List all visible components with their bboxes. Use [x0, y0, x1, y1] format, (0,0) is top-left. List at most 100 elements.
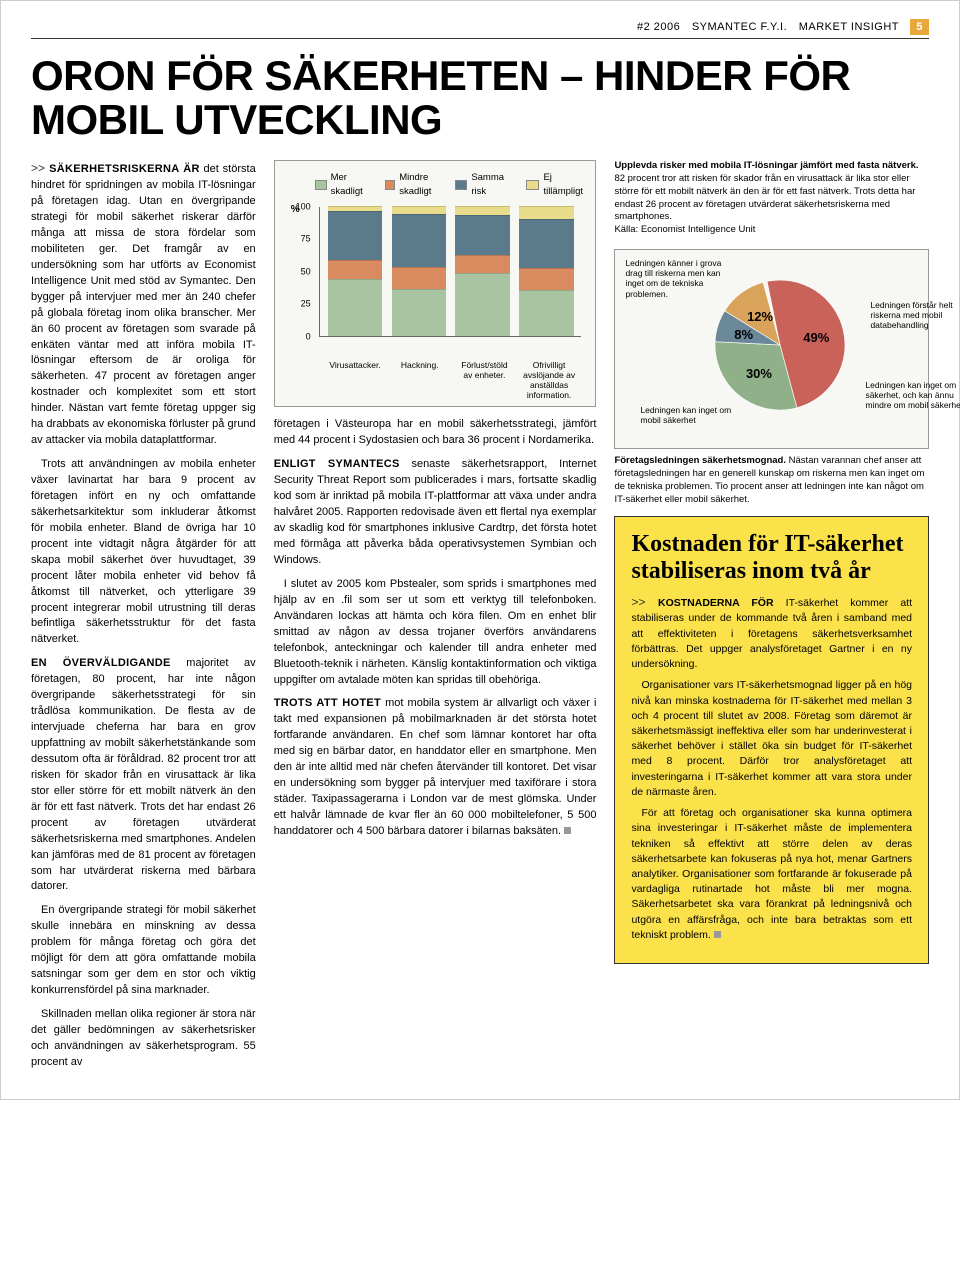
- bar-segment: [519, 290, 573, 336]
- col2-p4: TROTS ATT HOTET mot mobila system är all…: [274, 696, 597, 839]
- column-2: Mer skadligt Mindre skadligt Samma risk Ej …: [274, 160, 597, 1079]
- bar-plot: % 0255075100: [285, 207, 586, 357]
- col2-p2: ENLIGT SYMANTECS senaste säkerhetsrappor…: [274, 457, 597, 569]
- xtick-label: Förlust/stöld av enheter.: [457, 357, 512, 401]
- bar-caption-text: 82 procent tror att risken för skador fr…: [614, 173, 915, 235]
- bar-segment: [328, 260, 382, 278]
- legend-swatch: [315, 180, 327, 190]
- bar-stack: [392, 206, 446, 336]
- legend-item: Mer skadligt: [315, 171, 367, 199]
- bar-segment: [328, 211, 382, 260]
- pie-chart: 49% 30% 8%12% Ledningen känner i grova drag…: [614, 249, 929, 449]
- pie-percent: 30%: [746, 365, 772, 384]
- column-1: >> SÄKERHETSRISKERNA ÄR det största hind…: [31, 160, 256, 1079]
- legend-label: Ej tillämpligt: [543, 171, 585, 199]
- legend-label: Mer skadligt: [331, 171, 367, 199]
- end-square-icon: [564, 827, 571, 834]
- column-3: Upplevda risker med mobila IT-lösningar …: [614, 160, 929, 1079]
- lead-paragraph: >> SÄKERHETSRISKERNA ÄR det största hind…: [31, 160, 256, 449]
- yellow-p3-text: För att företag och organisationer ska k…: [631, 807, 912, 941]
- chevron-icon: >>: [31, 161, 49, 175]
- bar-segment: [519, 206, 573, 219]
- p2-caps: ENLIGT SYMANTECS: [274, 458, 400, 470]
- bar-segment: [392, 206, 446, 214]
- lead-caps: SÄKERHETSRISKERNA ÄR: [49, 163, 200, 175]
- bar-legend: Mer skadligt Mindre skadligt Samma risk Ej …: [285, 171, 586, 199]
- bar-stack: [455, 206, 509, 336]
- xtick-label: Ofrivilligt avslöjande av anställdas inf…: [522, 357, 577, 401]
- legend-label: Mindre skadligt: [399, 171, 437, 199]
- bar-segment: [392, 289, 446, 336]
- issue-tag: #2 2006: [637, 21, 680, 33]
- ytick: 25: [301, 298, 311, 311]
- legend-item: Ej tillämpligt: [526, 171, 586, 199]
- p2-body: senaste säkerhetsrapport, Internet Secur…: [274, 458, 597, 566]
- pie-caption: Företagsledningen säkerhetsmognad. Nästa…: [614, 455, 929, 506]
- bar-segment: [455, 273, 509, 335]
- col2-p3: I slutet av 2005 kom Pbstealer, som spri…: [274, 577, 597, 689]
- yellow-title: Kostnaden för IT-säkerhet stabiliseras i…: [631, 531, 912, 584]
- section-tag: MARKET INSIGHT: [799, 21, 899, 33]
- bar-segment: [455, 215, 509, 255]
- yellow-p3: För att företag och organisationer ska k…: [631, 806, 912, 943]
- bar-caption: Upplevda risker med mobila IT-lösningar …: [614, 160, 929, 237]
- bar-segment: [455, 255, 509, 273]
- yellow-lead-caps: KOSTNADERNA FÖR: [658, 597, 774, 609]
- pie-label: Ledningen förstår helt riskerna med mobi…: [870, 300, 960, 331]
- end-square-icon: [714, 931, 721, 938]
- col1-p5: Skillnaden mellan olika regioner är stor…: [31, 1007, 256, 1071]
- bar-xaxis: Virusattacker.Hackning.Förlust/stöld av …: [319, 357, 586, 401]
- main-title: ORON FÖR SÄKERHETEN – HINDER FÖR MOBIL U…: [31, 54, 929, 142]
- bar-chart: Mer skadligt Mindre skadligt Samma risk Ej …: [274, 160, 597, 407]
- header-bar: #2 2006 SYMANTEC F.Y.I. MARKET INSIGHT 5: [31, 21, 929, 39]
- pie-percent: 49%: [803, 329, 829, 348]
- pie-percent: 12%: [747, 308, 773, 327]
- p3-body: majoritet av företagen, 80 procent, har …: [31, 657, 256, 892]
- bar-segment: [455, 206, 509, 215]
- legend-swatch: [455, 180, 467, 190]
- legend-label: Samma risk: [471, 171, 508, 199]
- pie-percent: 8%: [734, 326, 753, 345]
- legend-item: Samma risk: [455, 171, 508, 199]
- bar-segment: [392, 214, 446, 267]
- bar-segment: [519, 219, 573, 268]
- legend-swatch: [385, 180, 395, 190]
- yellow-body: >> KOSTNADERNA FÖR IT-säkerhet kommer at…: [631, 594, 912, 943]
- col1-p3: EN ÖVERVÄLDIGANDE majoritet av företagen…: [31, 656, 256, 895]
- col1-p4: En övergripande strategi för mobil säker…: [31, 903, 256, 999]
- bar-yaxis: 0255075100: [285, 207, 315, 337]
- ytick: 0: [306, 330, 311, 343]
- page-number: 5: [910, 19, 929, 35]
- col1-p2: Trots att användningen av mobila enheter…: [31, 457, 256, 648]
- bar-segment: [328, 279, 382, 336]
- pie-caption-bold: Företagsledningen säkerhetsmognad.: [614, 455, 786, 466]
- page: #2 2006 SYMANTEC F.Y.I. MARKET INSIGHT 5…: [0, 0, 960, 1100]
- pie-label: Ledningen kan inget om mobil säkerhet: [640, 405, 740, 425]
- yellow-p1: >> KOSTNADERNA FÖR IT-säkerhet kommer at…: [631, 594, 912, 672]
- pie-label: Ledningen kan inget om säkerhet, och kan…: [865, 380, 960, 411]
- p4-caps: TROTS ATT HOTET: [274, 697, 381, 709]
- ytick: 75: [301, 233, 311, 246]
- p4-body: mot mobila system är allvarligt och växe…: [274, 697, 597, 837]
- brand-tag: SYMANTEC F.Y.I.: [692, 21, 787, 33]
- lead-text: det största hindret för spridningen av m…: [31, 163, 256, 446]
- legend-swatch: [526, 180, 540, 190]
- content-columns: >> SÄKERHETSRISKERNA ÄR det största hind…: [31, 160, 929, 1079]
- yellow-p2: Organisationer vars IT-säkerhetsmognad l…: [631, 678, 912, 800]
- bar-stack: [328, 206, 382, 336]
- ytick: 50: [301, 265, 311, 278]
- bar-stack: [519, 206, 573, 336]
- ytick: 100: [296, 200, 311, 213]
- bar-segment: [519, 268, 573, 290]
- bar-caption-bold: Upplevda risker med mobila IT-lösningar …: [614, 160, 918, 171]
- chevron-icon: >>: [631, 595, 658, 609]
- p3-caps: EN ÖVERVÄLDIGANDE: [31, 657, 171, 669]
- xtick-label: Virusattacker.: [328, 357, 383, 401]
- col2-p1: företagen i Västeuropa har en mobil säke…: [274, 417, 597, 449]
- pie-label: Ledningen känner i grova drag till riske…: [625, 258, 735, 299]
- xtick-label: Hackning.: [392, 357, 447, 401]
- bar-segment: [392, 267, 446, 289]
- yellow-callout: Kostnaden för IT-säkerhet stabiliseras i…: [614, 516, 929, 964]
- bar-area: [319, 207, 582, 337]
- legend-item: Mindre skadligt: [385, 171, 437, 199]
